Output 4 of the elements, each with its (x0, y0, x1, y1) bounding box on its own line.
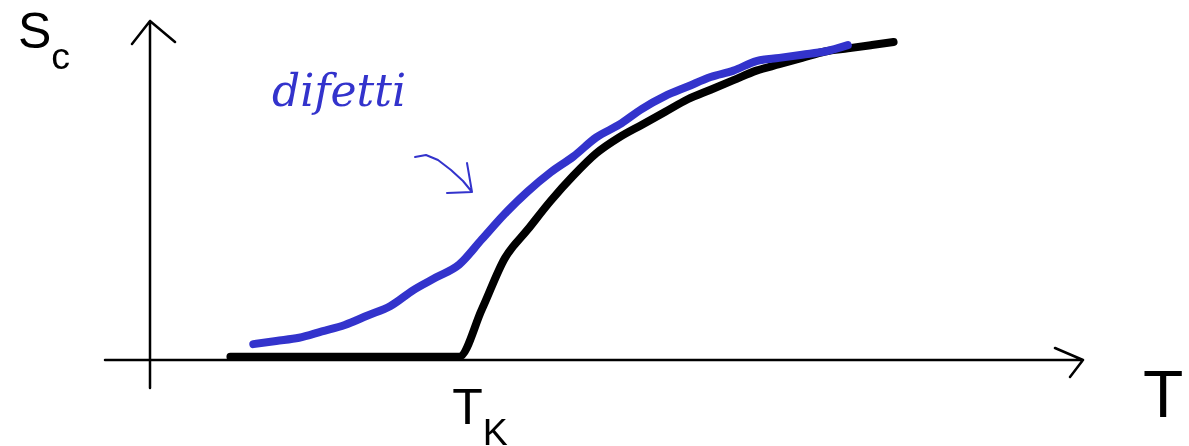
text: difetti (272, 65, 406, 116)
y-axis-title: S$_{c}$ (18, 3, 71, 77)
x-axis-title: T (1143, 357, 1184, 431)
text: T$_{K}$ (452, 379, 508, 446)
